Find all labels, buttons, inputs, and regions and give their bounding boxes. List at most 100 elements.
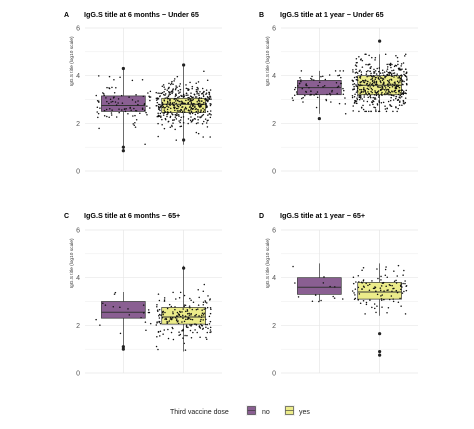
data-point [185, 84, 187, 86]
data-point [187, 326, 189, 329]
data-point [376, 91, 379, 94]
data-point [371, 82, 374, 85]
data-point [175, 315, 178, 317]
data-point [394, 89, 397, 92]
data-point [336, 86, 339, 88]
data-point [355, 65, 358, 67]
data-point [197, 132, 200, 135]
data-point [338, 102, 341, 105]
data-point [185, 87, 188, 90]
data-point [189, 113, 192, 115]
data-point [177, 113, 180, 116]
data-point [358, 94, 361, 97]
data-point [296, 93, 298, 95]
data-point [202, 107, 204, 110]
data-point [354, 294, 356, 296]
data-point [364, 53, 366, 55]
data-point [405, 92, 407, 95]
data-point [202, 314, 205, 316]
data-point [361, 79, 364, 82]
data-point [352, 88, 354, 90]
data-point [110, 101, 112, 103]
data-point [201, 114, 203, 117]
data-point [182, 317, 184, 320]
panel-title: IgG.S title at 6 months − Under 65 [84, 10, 199, 19]
data-point [195, 82, 197, 84]
data-point [361, 288, 363, 290]
data-point [157, 108, 160, 110]
data-point [180, 125, 183, 127]
data-point [177, 96, 179, 99]
data-point [387, 306, 390, 309]
data-point [157, 112, 159, 114]
data-point [372, 100, 374, 102]
data-point [199, 336, 201, 339]
data-point [174, 88, 177, 91]
data-point [199, 111, 202, 113]
data-point [367, 88, 370, 91]
data-point [370, 90, 372, 93]
data-point [366, 87, 369, 90]
data-point [169, 316, 172, 318]
data-point [316, 96, 319, 99]
data-point [334, 70, 337, 72]
y-tick-label: 6 [76, 26, 80, 33]
data-point [171, 102, 174, 104]
data-point [163, 90, 165, 93]
data-point [159, 103, 161, 106]
y-tick-label: 0 [272, 169, 276, 176]
data-point [380, 93, 383, 95]
data-point [196, 101, 198, 103]
data-point [352, 71, 354, 73]
data-point [197, 289, 199, 291]
panel-letter: B [259, 12, 264, 19]
data-point [378, 101, 381, 103]
data-point [179, 311, 182, 313]
data-point [173, 101, 175, 104]
data-point [297, 85, 299, 87]
data-point [393, 280, 396, 282]
data-point [182, 110, 184, 113]
data-point [363, 81, 365, 83]
data-point [359, 302, 362, 304]
data-point [374, 78, 376, 81]
data-point [381, 79, 384, 82]
data-point [196, 331, 198, 334]
data-point [192, 301, 195, 304]
box-group-no [95, 291, 152, 347]
data-point [176, 75, 179, 78]
data-point [405, 53, 407, 55]
data-point [108, 87, 111, 90]
data-point [114, 101, 117, 103]
data-point [373, 68, 375, 71]
data-point [398, 86, 401, 89]
data-point [193, 323, 196, 325]
data-point [373, 93, 376, 96]
data-point [206, 126, 209, 128]
data-point [392, 99, 395, 101]
data-point [178, 120, 180, 122]
data-point [175, 139, 177, 141]
data-point [398, 104, 401, 106]
data-point [330, 101, 332, 103]
data-point [175, 118, 178, 120]
data-point [365, 303, 368, 306]
data-point [395, 54, 397, 57]
box-group-no [291, 70, 347, 115]
data-point [109, 108, 111, 110]
data-point [200, 105, 202, 108]
data-point [106, 86, 108, 89]
data-point [293, 88, 296, 91]
data-point [177, 107, 179, 110]
data-point [161, 92, 164, 94]
data-point [387, 71, 390, 74]
data-point [135, 119, 138, 121]
data-point [177, 89, 180, 92]
data-point [158, 308, 161, 311]
data-point [193, 103, 195, 105]
data-point [181, 311, 183, 313]
data-point [366, 94, 369, 96]
data-point [175, 298, 177, 300]
data-point [337, 85, 340, 87]
data-point [377, 77, 380, 80]
